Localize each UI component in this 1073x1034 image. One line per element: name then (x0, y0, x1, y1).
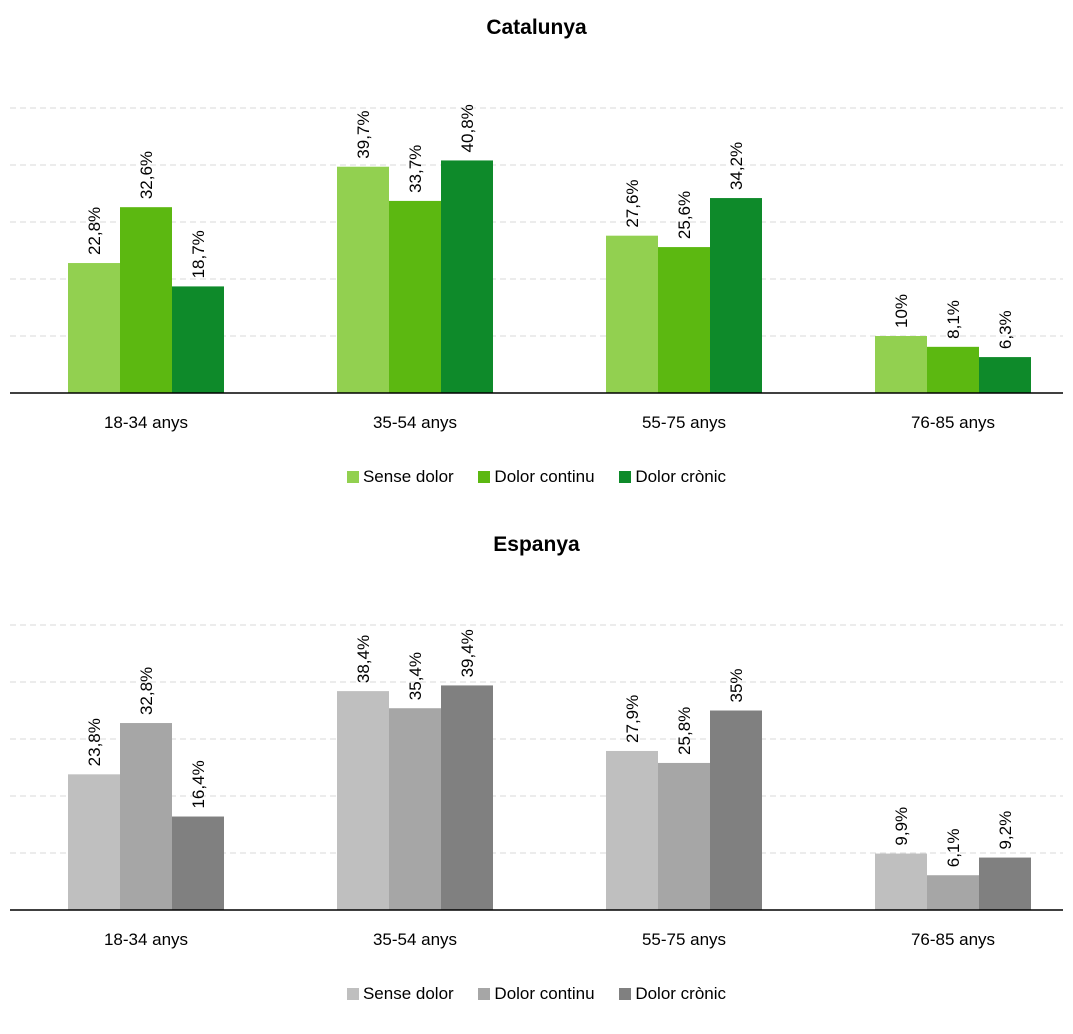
x-tick-label: 55-75 anys (642, 930, 726, 949)
legend-swatch (619, 471, 632, 483)
bar (68, 774, 120, 910)
legend-item: Dolor crònic (619, 467, 726, 487)
legend: Sense dolor Dolor continu Dolor crònic (0, 467, 1073, 488)
bar (337, 166, 389, 393)
data-label: 40,8% (458, 104, 477, 152)
x-tick-label: 76-85 anys (911, 930, 995, 949)
plot-area: 22,8% 32,6% 18,7% 18-34 anys 39,7% 33,7% 40,8%… (10, 104, 1063, 432)
data-label: 6,3% (996, 310, 1015, 349)
bar (658, 762, 710, 910)
legend-item: Sense dolor (346, 467, 454, 487)
bar (389, 708, 441, 910)
data-label: 22,8% (85, 207, 104, 255)
x-tick-label: 35-54 anys (373, 930, 457, 949)
data-label: 23,8% (85, 718, 104, 766)
bar (172, 816, 224, 910)
bar (710, 710, 762, 910)
x-tick-label: 18-34 anys (104, 413, 188, 432)
data-label: 9,2% (996, 811, 1015, 850)
data-label: 18,7% (189, 230, 208, 278)
data-label: 10% (892, 294, 911, 328)
data-label: 34,2% (727, 142, 746, 190)
bar (389, 200, 441, 393)
bar (606, 750, 658, 910)
bar (979, 857, 1031, 910)
data-label: 39,4% (458, 629, 477, 677)
bar (441, 685, 493, 910)
legend-item: Sense dolor (346, 984, 454, 1004)
data-label: 27,6% (623, 179, 642, 227)
legend: Sense dolor Dolor continu Dolor crònic (0, 984, 1073, 1005)
data-label: 6,1% (944, 828, 963, 867)
legend-label: Sense dolor (362, 467, 454, 486)
bar (68, 263, 120, 393)
data-label: 16,4% (189, 760, 208, 808)
legend-swatch (346, 471, 359, 483)
bar (441, 160, 493, 393)
bar (120, 723, 172, 910)
data-label: 9,9% (892, 807, 911, 846)
data-label: 35% (727, 668, 746, 702)
bar (120, 207, 172, 393)
x-tick-label: 76-85 anys (911, 413, 995, 432)
data-label: 35,4% (406, 652, 425, 700)
x-tick-label: 18-34 anys (104, 930, 188, 949)
bar (927, 875, 979, 910)
data-label: 32,8% (137, 667, 156, 715)
legend-swatch (619, 988, 632, 1000)
legend-label: Dolor continu (494, 984, 595, 1003)
chart-title: Espanya (493, 533, 580, 556)
plot-area: 23,8% 32,8% 16,4% 18-34 anys 38,4% 35,4% 39,4%… (10, 624, 1063, 949)
chart-catalunya: Catalunya 22,8% 32,6% 18,7% 18-34 anys 39,7%… (0, 16, 1073, 488)
chart-espanya: Espanya 23,8% 32,8% 16,4% 18-34 anys 38,4% 35… (0, 517, 1073, 1034)
data-label: 25,8% (675, 707, 694, 755)
chart-title: Catalunya (486, 16, 587, 39)
data-label: 27,9% (623, 695, 642, 743)
data-label: 8,1% (944, 300, 963, 339)
data-label: 25,6% (675, 191, 694, 239)
legend-label: Sense dolor (362, 984, 454, 1003)
legend-item: Dolor crònic (619, 984, 726, 1004)
data-label: 33,7% (406, 145, 425, 193)
bar (875, 853, 927, 910)
legend-swatch (346, 988, 359, 1000)
bar (710, 198, 762, 393)
x-tick-label: 55-75 anys (642, 413, 726, 432)
bar (658, 247, 710, 393)
legend-item: Dolor continu (478, 984, 595, 1004)
legend-swatch (478, 471, 491, 483)
bar (172, 286, 224, 393)
bar (927, 346, 979, 393)
data-label: 38,4% (354, 635, 373, 683)
legend-label: Dolor continu (494, 467, 595, 486)
bar (337, 691, 389, 910)
legend-label: Dolor crònic (635, 984, 727, 1003)
bar (875, 336, 927, 393)
legend-swatch (478, 988, 491, 1000)
x-tick-label: 35-54 anys (373, 413, 457, 432)
legend-label: Dolor crònic (635, 467, 727, 486)
data-label: 32,6% (137, 151, 156, 199)
bar (606, 235, 658, 393)
data-label: 39,7% (354, 111, 373, 159)
bar (979, 357, 1031, 393)
legend-item: Dolor continu (478, 467, 595, 487)
